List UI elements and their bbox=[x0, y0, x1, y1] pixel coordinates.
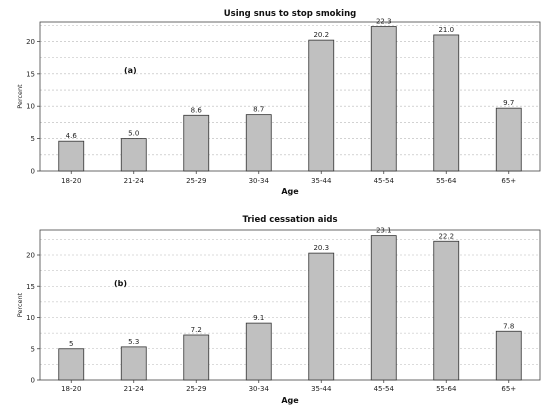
chart0-bar-35-44 bbox=[308, 39, 335, 172]
chart0-x-tick-label-45-54: 45-54 bbox=[374, 177, 395, 185]
chart0-title: Using snus to stop smoking bbox=[224, 9, 356, 19]
chart0-bar-25-29 bbox=[183, 114, 210, 172]
chart1-y-axis-label: Percent bbox=[16, 292, 24, 317]
chart1-data-label-65+: 7.8 bbox=[503, 322, 514, 330]
chart1-bar-18-20 bbox=[58, 348, 85, 381]
chart0-x-tick-label-21-24: 21-24 bbox=[124, 177, 145, 185]
chart0-bar-65+ bbox=[495, 107, 522, 172]
chart0-bar-55-64 bbox=[433, 34, 460, 172]
chart1-y-tick-label: 15 bbox=[26, 283, 35, 291]
chart1-x-tick-label-21-24: 21-24 bbox=[124, 385, 145, 393]
chart0-y-tick-label: 10 bbox=[26, 103, 35, 111]
chart0-x-tick-label-25-29: 25-29 bbox=[186, 177, 206, 185]
chart1-data-label-25-29: 7.2 bbox=[191, 326, 202, 334]
chart0-y-tick-label: 0 bbox=[31, 168, 35, 176]
chart0-data-label-30-34: 8.7 bbox=[253, 106, 264, 114]
chart1-data-label-35-44: 20.3 bbox=[313, 244, 329, 252]
chart0-plot-area bbox=[40, 22, 540, 171]
chart1-y-tick-label: 0 bbox=[31, 377, 35, 385]
chart0-data-label-21-24: 5.0 bbox=[128, 130, 139, 138]
chart0-data-label-25-29: 8.6 bbox=[191, 106, 203, 114]
chart1-data-label-45-54: 23.1 bbox=[376, 227, 392, 235]
chart1-x-axis-label: Age bbox=[281, 396, 299, 405]
chart1-bar-21-24 bbox=[120, 346, 147, 381]
chart0-data-label-55-64: 21.0 bbox=[438, 26, 454, 34]
chart1-x-tick-label-35-44: 35-44 bbox=[311, 385, 332, 393]
chart1-frame bbox=[39, 229, 541, 381]
chart0-data-label-65+: 9.7 bbox=[503, 99, 514, 107]
chart1-data-label-30-34: 9.1 bbox=[253, 314, 264, 322]
chart0-x-tick-label-65+: 65+ bbox=[501, 177, 516, 185]
chart1-bar-30-34 bbox=[245, 322, 272, 381]
chart0-bar-30-34 bbox=[245, 114, 272, 172]
chart0-bar-18-20 bbox=[58, 140, 85, 172]
chart1-panel-label: (b) bbox=[114, 279, 127, 288]
chart0-y-tick-label: 5 bbox=[31, 135, 35, 143]
chart1-panel: Tried cessation aids Percent 0 5 10 15 20 5 18-2… bbox=[16, 215, 541, 405]
chart1-bar-45-54 bbox=[370, 235, 397, 381]
chart1-x-tick-label-45-54: 45-54 bbox=[374, 385, 395, 393]
chart0-y-axis-label: Percent bbox=[16, 84, 24, 109]
chart1-x-tick-label-65+: 65+ bbox=[501, 385, 516, 393]
chart0-panel-label: (a) bbox=[124, 66, 137, 75]
chart1-data-label-18-20: 5 bbox=[69, 340, 73, 348]
chart0-x-axis-label: Age bbox=[281, 187, 299, 196]
chart0-x-tick-label-30-34: 30-34 bbox=[249, 177, 270, 185]
chart1-data-label-55-64: 22.2 bbox=[438, 232, 454, 240]
chart1-data-label-21-24: 5.3 bbox=[128, 338, 139, 346]
chart0-x-tick-label-35-44: 35-44 bbox=[311, 177, 332, 185]
chart0-y-tick-label: 20 bbox=[26, 38, 35, 46]
chart1-y-tick-label: 10 bbox=[26, 314, 35, 322]
chart1-bar-35-44 bbox=[308, 252, 335, 381]
chart1-x-tick-label-25-29: 25-29 bbox=[186, 385, 206, 393]
chart0-x-tick-label-18-20: 18-20 bbox=[61, 177, 81, 185]
chart1-x-tick-label-55-64: 55-64 bbox=[436, 385, 457, 393]
chart1-x-tick-label-18-20: 18-20 bbox=[61, 385, 81, 393]
chart1-y-tick-label: 20 bbox=[26, 252, 35, 260]
chart1-bar-65+ bbox=[495, 330, 522, 381]
chart0-data-label-45-54: 22.3 bbox=[376, 18, 392, 26]
chart0-bar-21-24 bbox=[120, 138, 147, 172]
chart1-y-tick-label: 5 bbox=[31, 345, 35, 353]
chart0-y-tick-label: 15 bbox=[26, 70, 35, 78]
chart0-data-label-18-20: 4.6 bbox=[66, 132, 78, 140]
chart0-data-label-35-44: 20.2 bbox=[313, 31, 329, 39]
chart1-x-tick-label-30-34: 30-34 bbox=[249, 385, 270, 393]
chart0-bar-45-54 bbox=[370, 26, 397, 172]
chart0-x-tick-label-55-64: 55-64 bbox=[436, 177, 457, 185]
chart1-title: Tried cessation aids bbox=[242, 215, 337, 225]
chart1-bar-55-64 bbox=[433, 240, 460, 381]
chart1-plot-area bbox=[40, 230, 540, 380]
chart1-bar-25-29 bbox=[183, 334, 210, 381]
chart0-frame bbox=[39, 21, 541, 172]
chart0-panel: Using snus to stop smoking Percent 0 5 10 15 2… bbox=[16, 9, 541, 196]
